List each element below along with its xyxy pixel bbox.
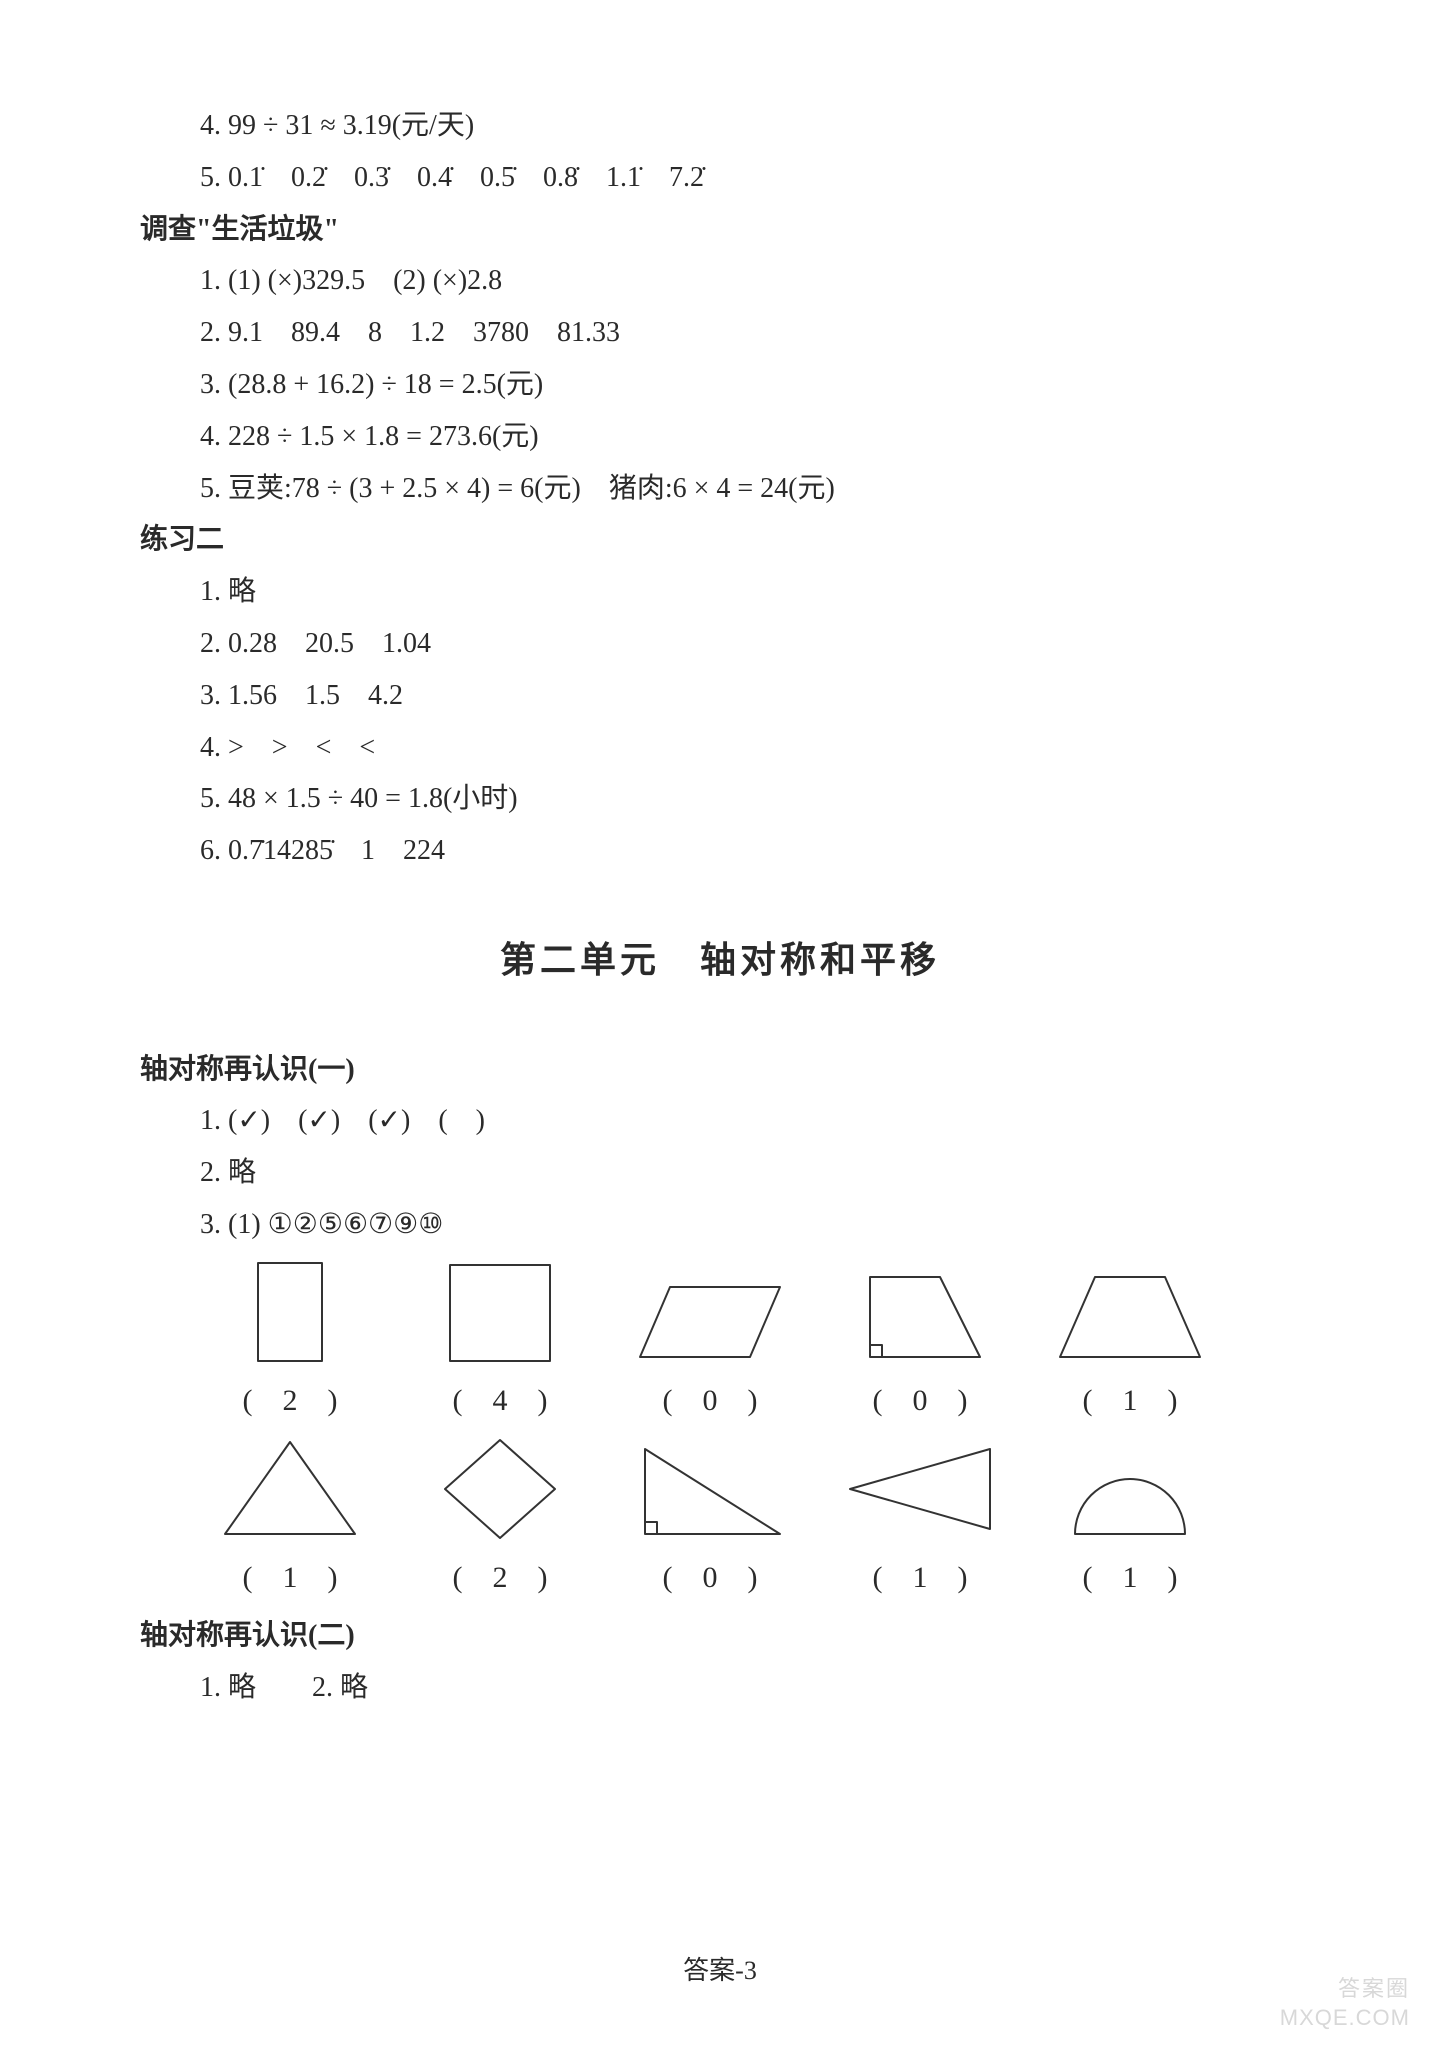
- section-ex2-title: 练习二: [140, 514, 1300, 566]
- shape-cell: ( 1 ): [1040, 1257, 1220, 1429]
- right-trapezoid-icon: [840, 1257, 1000, 1367]
- shape-cell: ( 0 ): [830, 1257, 1010, 1429]
- page-footer: 答案-3: [0, 1950, 1440, 1987]
- iso-trapezoid-icon: [1050, 1257, 1210, 1367]
- section-survey-title: 调查"生活垃圾": [140, 204, 1300, 256]
- parallelogram-icon: [630, 1257, 790, 1367]
- ex2-3: 3. 1.56 1.5 4.2: [140, 670, 1300, 722]
- shape-cell: ( 4 ): [410, 1257, 590, 1429]
- survey-1: 1. (1) (×)329.5 (2) (×)2.8: [140, 255, 1300, 307]
- shape-label: ( 2 ): [243, 1373, 338, 1429]
- shape-cell: ( 2 ): [200, 1257, 380, 1429]
- shape-label: ( 1 ): [1083, 1550, 1178, 1606]
- shape-label: ( 4 ): [453, 1373, 548, 1429]
- shape-cell: ( 1 ): [1040, 1434, 1220, 1606]
- semicircle-icon: [1050, 1434, 1210, 1544]
- diamond-icon: [420, 1434, 580, 1544]
- survey-5: 5. 豆荚:78 ÷ (3 + 2.5 × 4) = 6(元) 猪肉:6 × 4…: [140, 463, 1300, 515]
- survey-4: 4. 228 ÷ 1.5 × 1.8 = 273.6(元): [140, 411, 1300, 463]
- section-sym2-title: 轴对称再认识(二): [140, 1610, 1300, 1662]
- right-triangle-icon: [630, 1434, 790, 1544]
- shape-label: ( 0 ): [873, 1373, 968, 1429]
- section-sym1-title: 轴对称再认识(一): [140, 1044, 1300, 1096]
- shape-cell: ( 1 ): [830, 1434, 1010, 1606]
- shape-label: ( 2 ): [453, 1550, 548, 1606]
- shape-cell: ( 0 ): [620, 1434, 800, 1606]
- triangle-icon: [210, 1434, 370, 1544]
- shape-label: ( 0 ): [663, 1550, 758, 1606]
- unit-title: 第二单元 轴对称和平移: [140, 927, 1300, 994]
- ex2-1: 1. 略: [140, 566, 1300, 618]
- line-5: 5. 0.1̇ 0.2̇ 0.3̇ 0.4̇ 0.5̇ 0.8̇ 1.1̇ 7.…: [140, 152, 1300, 204]
- sym1-2: 2. 略: [140, 1147, 1300, 1199]
- ex2-4: 4. > > < <: [140, 722, 1300, 774]
- shapes-row-1: ( 2 ) ( 4 ) ( 0 ) ( 0 ) ( 1 ): [140, 1257, 1300, 1429]
- ex2-5: 5. 48 × 1.5 ÷ 40 = 1.8(小时): [140, 773, 1300, 825]
- ex2-2: 2. 0.28 20.5 1.04: [140, 618, 1300, 670]
- watermark-url: MXQE.COM: [1280, 2005, 1410, 2031]
- line-4: 4. 99 ÷ 31 ≈ 3.19(元/天): [140, 100, 1300, 152]
- iso-triangle-left-icon: [840, 1434, 1000, 1544]
- shape-label: ( 0 ): [663, 1373, 758, 1429]
- rect-tall-icon: [210, 1257, 370, 1367]
- ex2-6: 6. 0.7̇14285̇ 1 224: [140, 825, 1300, 877]
- sym1-3: 3. (1) ①②⑤⑥⑦⑨⑩: [140, 1199, 1300, 1251]
- shapes-row-2: ( 1 ) ( 2 ) ( 0 ) ( 1 ) ( 1 ): [140, 1434, 1300, 1606]
- shape-cell: ( 0 ): [620, 1257, 800, 1429]
- sym1-1: 1. (✓) (✓) (✓) ( ): [140, 1095, 1300, 1147]
- shape-cell: ( 2 ): [410, 1434, 590, 1606]
- survey-3: 3. (28.8 + 16.2) ÷ 18 = 2.5(元): [140, 359, 1300, 411]
- shape-label: ( 1 ): [873, 1550, 968, 1606]
- square-icon: [420, 1257, 580, 1367]
- shape-label: ( 1 ): [243, 1550, 338, 1606]
- survey-2: 2. 9.1 89.4 8 1.2 3780 81.33: [140, 307, 1300, 359]
- sym2-1: 1. 略 2. 略: [140, 1662, 1300, 1714]
- shape-cell: ( 1 ): [200, 1434, 380, 1606]
- shape-label: ( 1 ): [1083, 1373, 1178, 1429]
- watermark-cn: 答案圈: [1338, 1971, 1410, 2003]
